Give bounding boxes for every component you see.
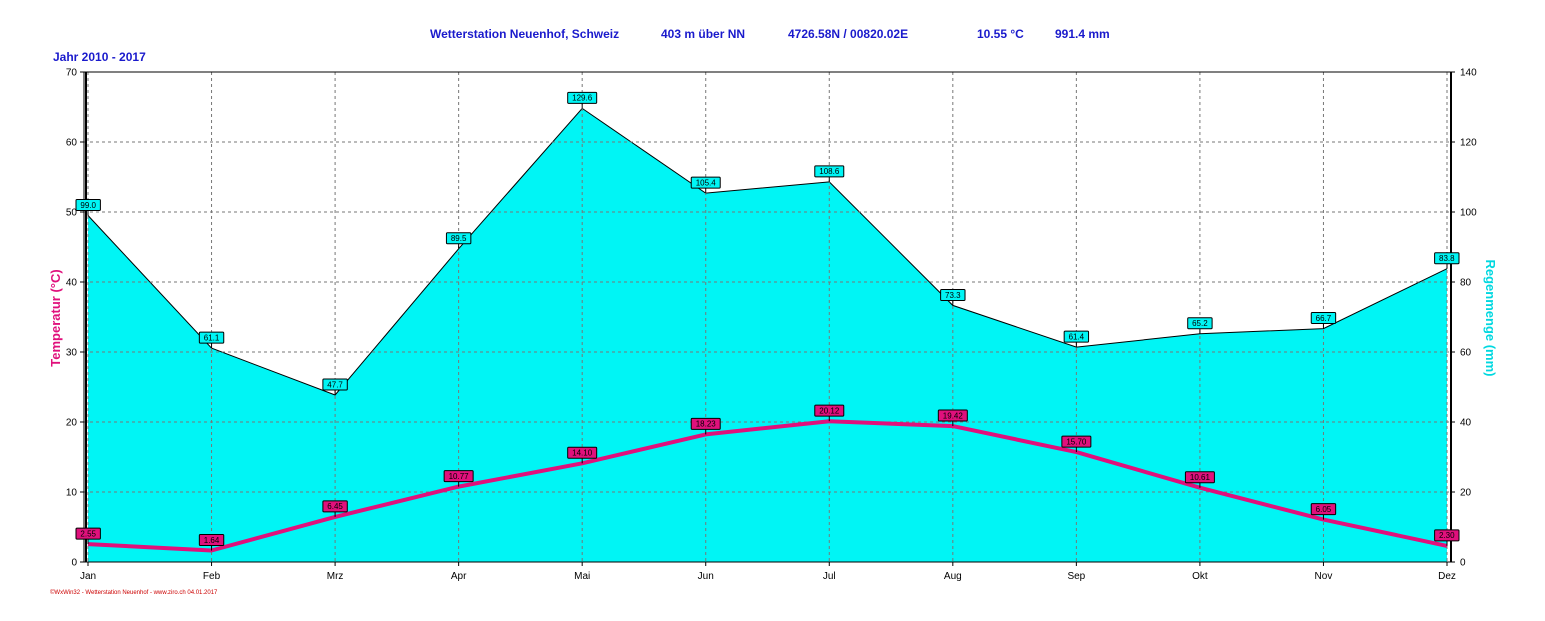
rain-data-label-box <box>690 176 721 189</box>
temperature-data-label-box <box>1184 471 1215 484</box>
rain-data-label: 65.2 <box>1192 319 1208 328</box>
x-tick-label: Mrz <box>327 571 344 582</box>
x-tick-label: Mai <box>574 571 590 582</box>
rain-data-label-box <box>814 165 845 178</box>
footer-credit: ©WxWin32 - Wetterstation Neuenhof - www.… <box>50 589 218 596</box>
left-tick-label: 40 <box>66 278 78 289</box>
rain-data-label: 47.7 <box>327 380 343 389</box>
year-range: Jahr 2010 - 2017 <box>53 50 146 64</box>
temperature-data-label: 1.64 <box>204 536 220 545</box>
rain-data-label: 108.6 <box>819 167 840 176</box>
x-tick-label: Sep <box>1067 571 1085 582</box>
right-tick-label: 0 <box>1460 558 1466 569</box>
temperature-data-label: 2.30 <box>1439 531 1455 540</box>
x-tick-label: Jun <box>698 571 714 582</box>
rain-data-label: 105.4 <box>696 178 717 187</box>
x-tick-label: Aug <box>944 571 962 582</box>
rain-data-label: 99.0 <box>80 201 96 210</box>
rain-data-label: 73.3 <box>945 291 961 300</box>
temperature-data-label-box <box>1061 435 1092 448</box>
rain-data-label: 61.4 <box>1069 332 1085 341</box>
left-tick-label: 30 <box>66 348 78 359</box>
right-tick-label: 20 <box>1460 488 1472 499</box>
rain-outline <box>87 107 1448 396</box>
temperature-data-label: 14.10 <box>572 449 593 458</box>
x-tick-label: Feb <box>203 571 221 582</box>
rain-data-label-box <box>1434 252 1460 265</box>
temperature-data-label: 19.42 <box>943 411 964 420</box>
rain-data-label-box <box>198 331 225 344</box>
left-tick-label: 60 <box>66 138 78 149</box>
temperature-data-label-box <box>75 527 101 540</box>
rain-data-label-box <box>1063 330 1090 343</box>
rain-data-label: 129.6 <box>572 94 593 103</box>
rain-data-label-box <box>1310 312 1337 325</box>
rain-data-label-box <box>940 288 966 301</box>
temperature-data-label-box <box>198 534 225 547</box>
x-tick-label: Nov <box>1315 571 1333 582</box>
temperature-data-label-box <box>443 470 474 483</box>
temperature-data-label: 15.70 <box>1066 437 1087 446</box>
rain-data-label: 66.7 <box>1316 314 1332 323</box>
x-tick-label: Jan <box>80 571 96 582</box>
temperature-data-label: 20.12 <box>819 406 840 415</box>
left-tick-label: 10 <box>66 488 78 499</box>
right-tick-label: 40 <box>1460 418 1472 429</box>
rain-area <box>88 108 1447 563</box>
temperature-data-label: 2.55 <box>80 529 96 538</box>
rain-data-label-box <box>322 378 348 391</box>
station-name: Wetterstation Neuenhof, Schweiz <box>430 27 619 41</box>
temperature-data-label-box <box>567 446 598 459</box>
temperature-data-label-box <box>690 417 721 430</box>
temperature-line <box>87 419 1448 553</box>
temperature-data-label: 6.45 <box>327 502 343 511</box>
rain-data-label: 83.8 <box>1439 254 1455 263</box>
temperature-data-label-box <box>814 404 845 417</box>
rain-data-label-box <box>445 232 472 245</box>
rain-data-label-box <box>1187 317 1213 330</box>
temperature-data-label: 10.61 <box>1190 473 1211 482</box>
left-tick-label: 0 <box>71 558 77 569</box>
x-tick-label: Apr <box>451 571 467 582</box>
right-tick-label: 60 <box>1460 348 1472 359</box>
rain-data-label: 61.1 <box>204 333 220 342</box>
x-tick-label: Jul <box>823 571 836 582</box>
temperature-data-label: 18.23 <box>696 420 717 429</box>
rain-data-label-box <box>567 91 598 104</box>
right-tick-label: 80 <box>1460 278 1472 289</box>
rain-data-label-box <box>75 199 101 211</box>
temperature-data-label-box <box>1434 529 1460 542</box>
right-axis-title: Regenmenge (mm) <box>1483 259 1498 376</box>
right-tick-label: 100 <box>1460 208 1477 219</box>
average-temperature: 10.55 °C <box>977 27 1024 41</box>
left-tick-label: 50 <box>66 208 78 219</box>
right-tick-label: 120 <box>1460 138 1477 149</box>
temperature-data-label: 10.77 <box>449 472 470 481</box>
rain-data-label: 89.5 <box>451 234 467 243</box>
station-coordinates: 4726.58N / 00820.02E <box>788 27 908 41</box>
x-tick-label: Dez <box>1438 571 1456 582</box>
total-rainfall: 991.4 mm <box>1055 27 1110 41</box>
temperature-data-label-box <box>322 500 348 513</box>
right-tick-label: 140 <box>1460 68 1477 79</box>
left-tick-label: 20 <box>66 418 78 429</box>
left-axis-title: Temperatur (°C) <box>48 269 63 366</box>
station-altitude: 403 m über NN <box>661 27 745 41</box>
temperature-data-label: 6.05 <box>1316 505 1332 514</box>
x-tick-label: Okt <box>1192 571 1208 582</box>
left-tick-label: 70 <box>66 68 78 79</box>
temperature-data-label-box <box>1310 503 1337 516</box>
temperature-data-label-box <box>937 409 968 422</box>
